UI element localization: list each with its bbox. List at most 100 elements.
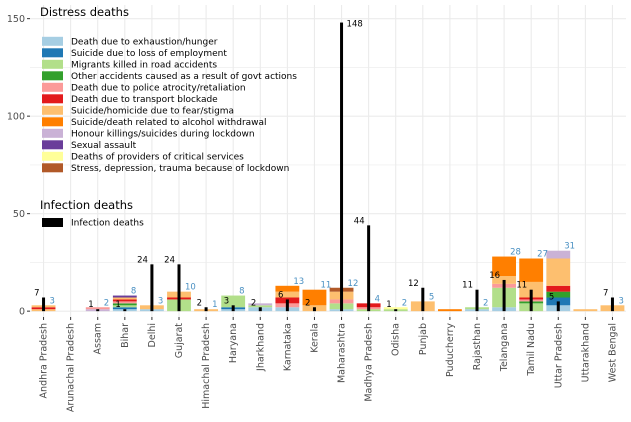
distress-total-label: 2 (104, 298, 109, 308)
distress-bar-segment (519, 258, 544, 282)
y-tick-label: 150 (7, 14, 25, 25)
legend-swatch (42, 94, 63, 104)
distress-bar-segment (248, 303, 273, 306)
legend-label: Other accidents caused as a result of go… (71, 72, 297, 82)
infection-value-label: 1 (115, 300, 120, 310)
infection-bar (502, 279, 506, 312)
legend-swatch (42, 140, 63, 150)
legend-label: Migrants killed in road accidents (71, 61, 217, 71)
legend-label: Death due to transport blockade (71, 95, 218, 105)
x-axis: Andhra Pradesh Arunachal Pradesh Assam Biha… (39, 317, 618, 412)
x-tick-label: Madhya Pradesh (364, 323, 375, 402)
infection-bar (394, 309, 398, 312)
legend-swatch (42, 105, 63, 115)
distress-bar-segment (275, 291, 300, 298)
legend-swatch (42, 48, 63, 58)
legend-swatch-infection (42, 218, 63, 227)
infection-value-label: 16 (489, 271, 500, 281)
distress-total-label: 8 (239, 287, 244, 297)
x-tick-label: Andhra Pradesh (39, 323, 50, 398)
infection-bar (556, 301, 560, 312)
legend-title-distress: Distress deaths (40, 5, 129, 19)
y-tick-label: 100 (7, 112, 25, 123)
infection-bar (204, 307, 208, 312)
infection-value-label: 7 (34, 289, 39, 299)
legend-label-infection: Infection deaths (71, 219, 144, 229)
legend-label: Suicide due to loss of employment (71, 49, 227, 59)
distress-bar-segment (546, 291, 571, 298)
distress-total-label: 13 (293, 277, 304, 287)
distress-bar-segment (112, 307, 137, 310)
legend-swatch (42, 151, 63, 161)
x-tick-label: Jharkhand (255, 323, 266, 372)
x-tick-label: Arunachal Pradesh (66, 323, 77, 412)
legend-swatch (42, 59, 63, 69)
x-tick-label: Rajasthan (472, 323, 483, 370)
infection-bar (177, 264, 181, 312)
x-tick-label: Assam (93, 323, 104, 354)
x-tick-label: Kerala (309, 323, 320, 353)
infection-bar (475, 289, 479, 312)
infection-bar (231, 305, 235, 312)
distress-bar-segment (546, 285, 571, 292)
legend-label: Death due to exhaustion/hunger (71, 38, 218, 48)
x-tick-label: Maharashtra (337, 323, 348, 383)
distress-bar-segment (85, 307, 110, 310)
x-tick-label: Uttar Pradesh (553, 323, 564, 388)
distress-bar-segment (112, 305, 137, 308)
infection-value-label: 44 (354, 216, 365, 226)
infection-bar (150, 264, 154, 312)
distress-bar-segment (112, 299, 137, 302)
legend-label: Deaths of providers of critical services (71, 153, 244, 163)
legend: Distress deaths Death due to exhaustion/h… (40, 5, 297, 229)
x-tick-label: Gujarat (174, 323, 185, 359)
x-tick-label: Uttarakhand (580, 323, 591, 382)
distress-total-label: 1 (212, 300, 217, 310)
distress-total-label: 3 (618, 296, 623, 306)
distress-total-label: 5 (429, 292, 434, 302)
infection-bar (96, 309, 100, 312)
infection-bar (123, 309, 127, 312)
legend-swatch (42, 117, 63, 127)
distress-bar-segment (112, 295, 137, 298)
distress-bar-segment (573, 309, 598, 312)
distress-total-label: 28 (510, 248, 521, 258)
distress-bar-segment (112, 303, 137, 306)
x-tick-label: Delhi (147, 323, 158, 347)
distress-bar-segment (302, 289, 327, 306)
legend-swatch (42, 128, 63, 138)
infection-bar (529, 289, 533, 312)
x-tick-label: Punjab (418, 323, 429, 355)
infection-value-label: 24 (137, 255, 148, 265)
distress-total-label: 10 (185, 283, 196, 293)
y-tick-label: 50 (13, 209, 25, 220)
y-axis: 0 50 100 150 (7, 14, 30, 318)
distress-total-label: 27 (537, 250, 548, 260)
distress-total-label: 2 (402, 298, 407, 308)
infection-value-label: 2 (251, 298, 256, 308)
x-tick-label: West Bengal (607, 323, 618, 382)
distress-bar-segment (112, 297, 137, 300)
infection-value-label: 1 (88, 300, 93, 310)
x-tick-label: Puducherry (445, 323, 456, 377)
legend-label: Death due to police atrocity/retaliation (71, 84, 246, 94)
y-tick-label: 0 (19, 307, 25, 318)
infection-bar (312, 307, 316, 312)
infection-bars (42, 22, 614, 312)
x-tick-label: Tamil Nadu (526, 323, 537, 377)
x-tick-label: Himachal Pradesh (201, 323, 212, 409)
grid-lines (30, 5, 626, 317)
infection-bar (285, 299, 289, 312)
infection-value-label: 5 (549, 292, 554, 302)
legend-label: Sexual assault (71, 141, 137, 151)
distress-bar-segment (492, 276, 517, 284)
infection-bar (421, 287, 425, 312)
infection-value-label: 6 (278, 290, 283, 300)
distress-total-label: 2 (483, 298, 488, 308)
distress-total-label: 11 (320, 281, 331, 291)
infection-value-label: 24 (164, 255, 175, 265)
infection-value-label: 148 (347, 20, 363, 30)
infection-bar (610, 297, 614, 312)
